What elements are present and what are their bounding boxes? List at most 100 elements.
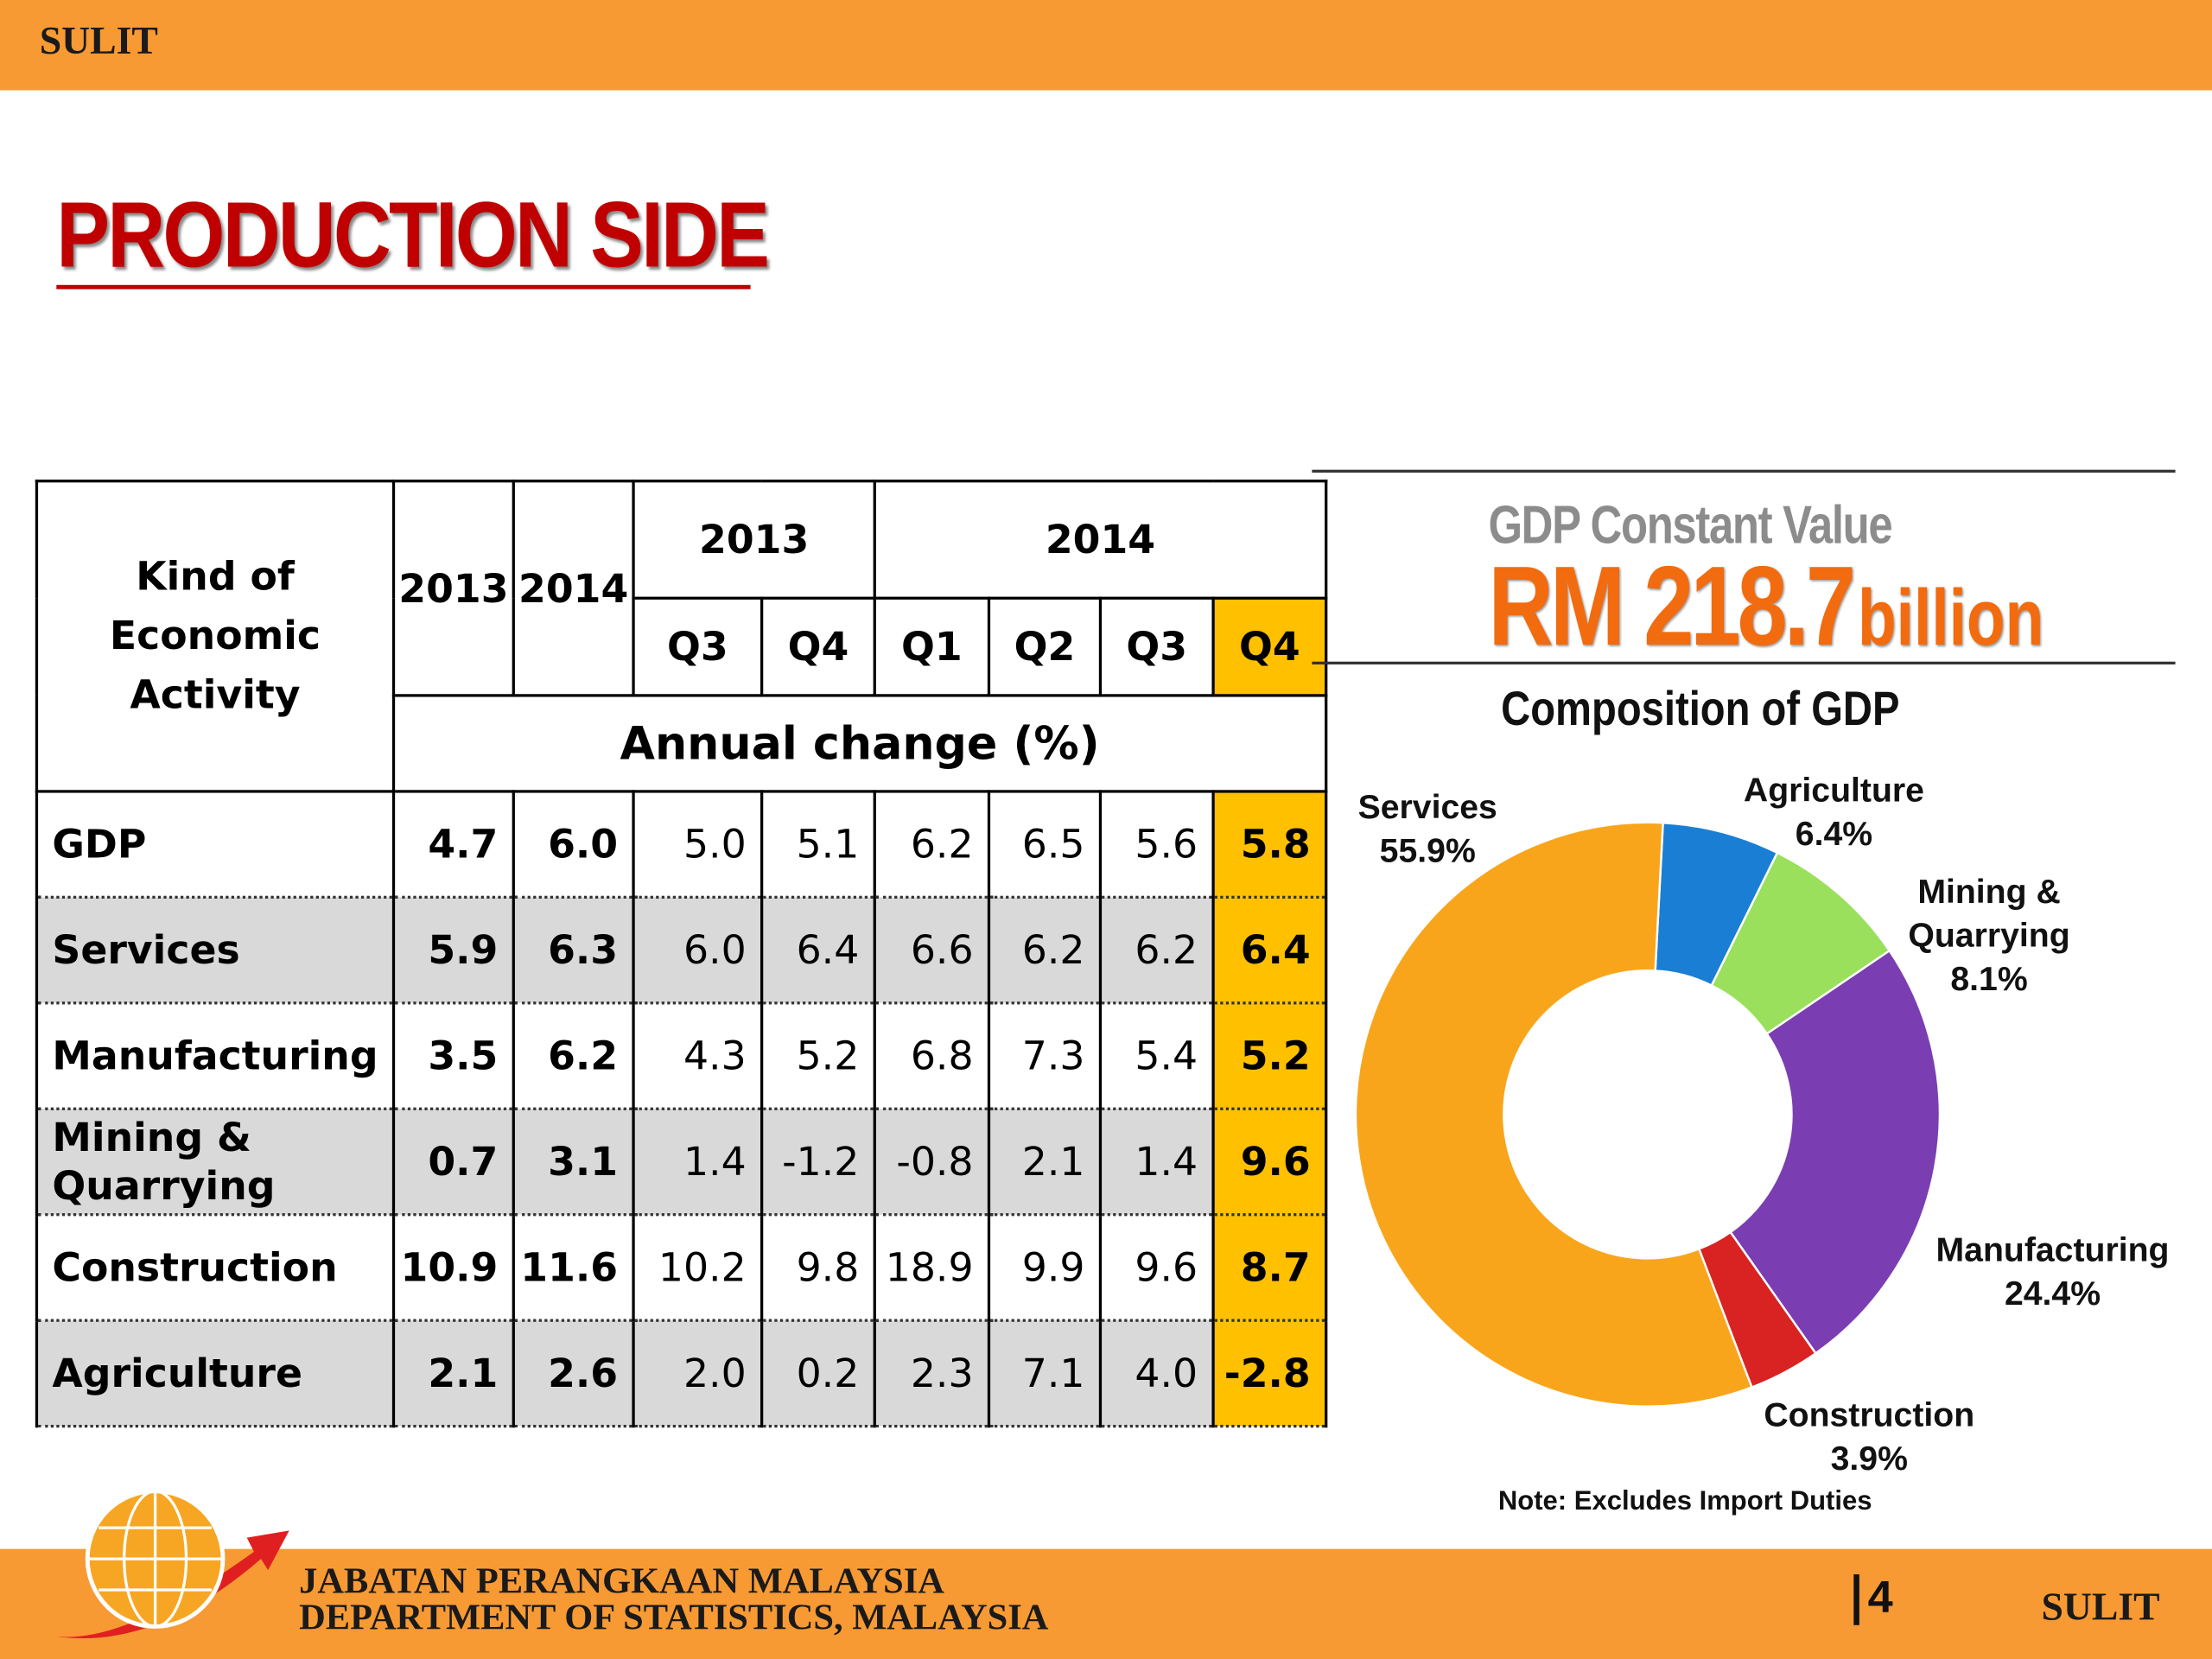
header-row: Kind of Economic Activity 2013 2014 2013 201… <box>35 480 1328 793</box>
table-cell: 6.0 <box>632 897 764 1005</box>
chart-note: Note: Excludes Import Duties <box>1497 1486 1872 1517</box>
header-cell: Annual change (%) <box>391 694 1328 793</box>
table-cell: 6.2 <box>873 791 991 899</box>
table-cell: -2.8 <box>1211 1320 1328 1428</box>
table-cell: 2.3 <box>873 1320 991 1428</box>
header-cell: Q1 <box>873 596 991 697</box>
slice-label: Services 55.9% <box>1343 785 1512 873</box>
table-cell: -1.2 <box>760 1109 876 1217</box>
slice-value: 55.9% <box>1379 832 1476 871</box>
slice-label: Mining & Quarrying 8.1% <box>1891 870 2088 1001</box>
table-cell: 6.0 <box>512 791 635 899</box>
gdp-value: RM 218.7 <box>1488 543 1856 669</box>
table-cell: 9.9 <box>987 1214 1103 1322</box>
table-cell: 5.0 <box>632 791 764 899</box>
rule <box>1312 469 2176 473</box>
table-cell: 4.0 <box>1098 1320 1215 1428</box>
table-cell: 2.0 <box>632 1320 764 1428</box>
slice-name: Agriculture <box>1743 772 1924 810</box>
table-cell: 11.6 <box>512 1214 635 1322</box>
slice-value: 8.1% <box>1950 960 2028 999</box>
table-cell: 6.2 <box>1098 897 1215 1005</box>
top-bar <box>0 0 2212 91</box>
slice-name: Mining & Quarrying <box>1908 873 2070 956</box>
chart-title: Composition of GDP <box>1501 683 1900 737</box>
row-label: Agriculture <box>35 1320 396 1428</box>
table-cell: 9.8 <box>760 1214 876 1322</box>
table-cell: 7.1 <box>987 1320 1103 1428</box>
header-cell: 2014 <box>873 480 1328 600</box>
gdp-unit: billion <box>1857 572 2044 662</box>
table-cell: 6.3 <box>512 897 635 1005</box>
footer-line: JABATAN PERANGKAAN MALAYSIA <box>299 1560 944 1602</box>
logo <box>56 1489 289 1639</box>
slice-label: Construction 3.9% <box>1749 1394 1989 1481</box>
table-cell: 18.9 <box>873 1214 991 1322</box>
table-cell: 5.2 <box>1211 1002 1328 1110</box>
classification: SULIT <box>2041 1586 2160 1630</box>
table-cell: 0.2 <box>760 1320 876 1428</box>
table-cell: 6.5 <box>987 791 1103 899</box>
slice-label: Agriculture 6.4% <box>1735 769 1933 856</box>
header-cell: Q3 <box>632 596 764 697</box>
header-cell: Q3 <box>1098 596 1215 697</box>
table-cell: 6.2 <box>987 897 1103 1005</box>
table-row: Construction 10.9 11.6 10.2 9.8 18.9 9.9 9.6 8.7 <box>35 1214 1328 1322</box>
row-label: Construction <box>35 1214 396 1322</box>
slice-value: 24.4% <box>2004 1274 2101 1313</box>
slice-name: Services <box>1357 788 1497 827</box>
table-cell: 5.6 <box>1098 791 1215 899</box>
slice-name: Manufacturing <box>1936 1231 2170 1270</box>
panel-heading: GDP Constant Value <box>1488 496 1892 556</box>
table-cell: 3.1 <box>512 1109 635 1217</box>
table-cell: 1.4 <box>1098 1109 1215 1217</box>
table-cell: 4.7 <box>391 791 515 899</box>
header-cell: 2013 <box>632 480 876 600</box>
table-cell: 10.9 <box>391 1214 515 1322</box>
table-cell: 2.1 <box>987 1109 1103 1217</box>
table-cell: 6.4 <box>1211 897 1328 1005</box>
header-cell: Q4 <box>760 596 876 697</box>
table-cell: 10.2 <box>632 1214 764 1322</box>
row-label: Manufacturing <box>35 1002 396 1110</box>
table-row: Services 5.9 6.3 6.0 6.4 6.6 6.2 6.2 6.4 <box>35 897 1328 1005</box>
table-cell: 9.6 <box>1211 1109 1328 1217</box>
table-row: Agriculture 2.1 2.6 2.0 0.2 2.3 7.1 4.0 -2.8 <box>35 1320 1328 1428</box>
table-row: Mining & Quarrying 0.7 3.1 1.4 -1.2 -0.8 2.1 1.… <box>35 1109 1328 1217</box>
header-row: Q3 Q4 Q1 Q2 Q3 Q4 <box>36 596 1328 697</box>
header-cell: Kind of Economic Activity <box>35 480 396 793</box>
table-cell: 8.7 <box>1211 1214 1328 1322</box>
header-cell: Q4 <box>1211 596 1328 697</box>
table-cell: 2.6 <box>512 1320 635 1428</box>
table-cell: 9.6 <box>1098 1214 1215 1322</box>
header-cell: Q2 <box>987 596 1103 697</box>
table-cell: 6.4 <box>760 897 876 1005</box>
classification: SULIT <box>39 19 158 64</box>
table-row: GDP 4.7 6.0 5.0 5.1 6.2 6.5 5.6 5.8 <box>35 791 1328 899</box>
table-cell: 5.9 <box>391 897 515 1005</box>
row-label: Mining & Quarrying <box>35 1109 396 1217</box>
page-divider <box>1853 1574 1859 1625</box>
page-number: 4 <box>1867 1571 1893 1623</box>
footer-line: DEPARTMENT OF STATISTICS, MALAYSIA <box>299 1597 1049 1638</box>
table-cell: 6.6 <box>873 897 991 1005</box>
header-row: Annual change (%) <box>36 694 1328 793</box>
growth-table: Kind of Economic Activity 2013 2014 2013 201… <box>35 480 1328 1428</box>
slice-value: 6.4% <box>1795 815 1873 854</box>
table-cell: 5.2 <box>760 1002 876 1110</box>
header-cell: 2013 <box>391 480 515 697</box>
table-cell: 5.4 <box>1098 1002 1215 1110</box>
table-cell: 5.1 <box>760 791 876 899</box>
rule <box>1312 661 2176 664</box>
row-label: GDP <box>35 791 396 899</box>
table-cell: 7.3 <box>987 1002 1103 1110</box>
slide-title: PRODUCTION SIDE <box>56 181 770 287</box>
table-cell: -0.8 <box>873 1109 991 1217</box>
bottom-bar <box>0 1548 2212 1659</box>
table-row: Manufacturing 3.5 6.2 4.3 5.2 6.8 7.3 5.4 5.2 <box>35 1002 1328 1110</box>
table-cell: 3.5 <box>391 1002 515 1110</box>
title-underline <box>56 284 751 289</box>
header-cell: 2014 <box>512 480 635 697</box>
